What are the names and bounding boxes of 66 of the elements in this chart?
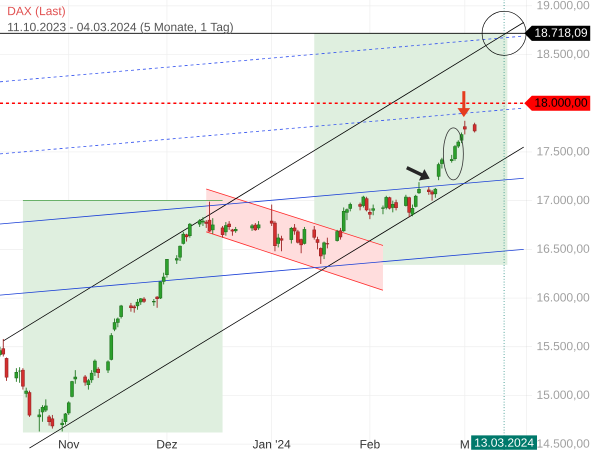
- candlestick: [224, 222, 228, 236]
- y-tick-label: 17.000,00: [537, 196, 590, 206]
- candlestick: [110, 332, 114, 361]
- y-tick-label: 16.000,00: [537, 293, 590, 303]
- candlestick: [338, 227, 342, 240]
- candlestick: [391, 200, 395, 213]
- x-tick-label: M: [460, 440, 469, 448]
- y-tick-label: 14.500,00: [537, 439, 590, 450]
- candlestick: [21, 368, 25, 390]
- x-tick-label: Feb: [360, 440, 380, 448]
- y-tick-label: 15.500,00: [537, 342, 590, 352]
- candlestick: [290, 226, 294, 244]
- candlestick: [417, 182, 421, 194]
- candlestick: [220, 226, 224, 238]
- candlestick: [430, 189, 434, 202]
- text: DAX (Last): [8, 6, 65, 18]
- candlestick: [24, 387, 28, 398]
- candlestick: [302, 226, 306, 245]
- y-tick-label: 17.500,00: [537, 147, 590, 157]
- candlestick: [188, 222, 192, 238]
- candlestick: [38, 408, 42, 432]
- candlestick: [178, 245, 182, 262]
- candlestick: [407, 196, 411, 218]
- candlestick: [112, 318, 116, 332]
- candlestick: [2, 338, 6, 357]
- text: 11.10.2023 - 04.03.2024 (5 Monate, 1 Tag): [8, 22, 233, 34]
- candlestick: [210, 218, 215, 234]
- candlestick: [404, 194, 408, 207]
- candlestick: [18, 366, 22, 384]
- candlestick: [326, 237, 330, 249]
- candlestick: [4, 357, 8, 382]
- candlestick: [116, 317, 120, 328]
- candlestick: [50, 414, 54, 430]
- candlestick: [434, 188, 438, 198]
- candlestick: [453, 144, 457, 162]
- candlestick: [276, 233, 280, 248]
- x-tick-label: Dez: [157, 440, 177, 448]
- candlestick: [83, 374, 87, 386]
- candlestick: [436, 162, 440, 181]
- y-tick-label: 18.500,00: [537, 50, 590, 60]
- candlestick: [28, 390, 32, 418]
- x-tick-label: Jan '24: [252, 440, 290, 448]
- candlestick: [119, 304, 123, 319]
- candlestick: [14, 368, 18, 382]
- candlestick: [136, 298, 140, 310]
- x-tick-label: Nov: [59, 440, 80, 448]
- candlestick: [335, 229, 339, 242]
- y-tick-label: 15.000,00: [537, 390, 590, 400]
- candlestick: [362, 195, 366, 208]
- candlestick: [322, 241, 326, 260]
- candlestick: [472, 122, 476, 133]
- ref-line-label: 13.03.2024: [475, 438, 534, 447]
- candlestick: [463, 120, 467, 135]
- ref-line-label: 18.000,00: [535, 98, 588, 108]
- candlestick: [208, 201, 212, 232]
- ref-line-label: 18.718,09: [535, 28, 588, 38]
- candlestick: [182, 231, 186, 245]
- y-tick-label: 19.000,00: [537, 0, 590, 11]
- candlestick: [47, 414, 51, 426]
- candlestick: [388, 196, 392, 210]
- candlestick: [96, 366, 100, 378]
- candlestick: [394, 199, 398, 211]
- candlestick: [342, 207, 346, 232]
- y-tick-label: 16.500,00: [537, 244, 590, 254]
- candlestick: [280, 235, 284, 252]
- candlestick: [106, 360, 110, 374]
